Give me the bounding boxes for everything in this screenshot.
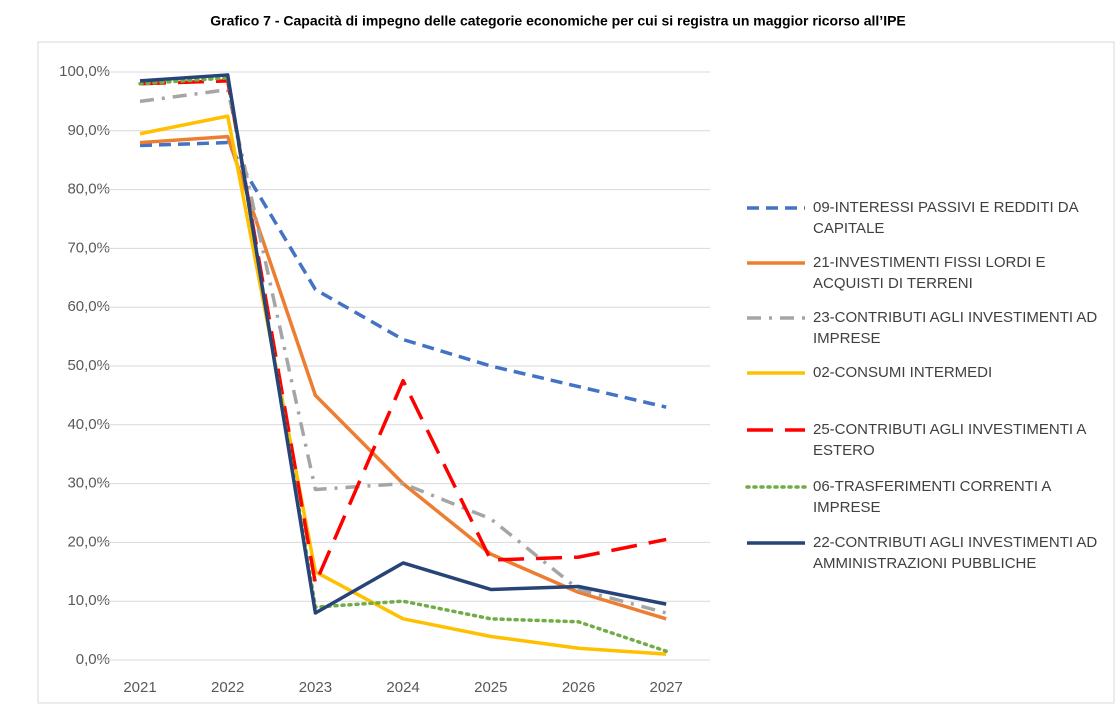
x-tick-label: 2024 [386, 679, 419, 696]
legend-swatch [747, 428, 805, 432]
legend-swatch [747, 261, 805, 265]
series-line [139, 134, 667, 621]
legend-label: 06-TRASFERIMENTI CORRENTI A IMPRESE [813, 478, 1051, 516]
series-line [139, 140, 667, 409]
y-tick-label: 100,0% [59, 63, 110, 80]
legend-item: 25-CONTRIBUTI AGLI INVESTIMENTI A ESTERO [745, 419, 1113, 461]
y-tick-label: 40,0% [67, 416, 110, 433]
series-line [139, 73, 667, 615]
y-tick-label: 20,0% [67, 533, 110, 550]
series-line [139, 87, 667, 615]
legend-swatch [745, 485, 807, 489]
legend-swatch [747, 541, 805, 545]
legend-swatch [747, 371, 805, 375]
x-tick-label: 2025 [474, 679, 507, 696]
legend-item: 02-CONSUMI INTERMEDI [745, 362, 1113, 383]
series-line [139, 79, 667, 586]
legend-label: 09-INTERESSI PASSIVI E REDDITI DA CAPITA… [813, 199, 1078, 237]
y-tick-label: 0,0% [76, 651, 110, 668]
legend-label: 25-CONTRIBUTI AGLI INVESTIMENTI A ESTERO [813, 421, 1086, 459]
x-tick-label: 2023 [299, 679, 332, 696]
y-tick-label: 10,0% [67, 592, 110, 609]
x-tick-label: 2026 [562, 679, 595, 696]
x-tick-label: 2027 [650, 679, 683, 696]
legend-item: 06-TRASFERIMENTI CORRENTI A IMPRESE [745, 476, 1113, 518]
chart-title: Grafico 7 - Capacità di impegno delle ca… [210, 13, 906, 29]
legend-swatch [747, 316, 805, 320]
series-line [139, 114, 667, 656]
legend-item: 09-INTERESSI PASSIVI E REDDITI DA CAPITA… [745, 197, 1113, 239]
y-tick-label: 30,0% [67, 475, 110, 492]
y-tick-label: 80,0% [67, 181, 110, 198]
legend-item: 21-INVESTIMENTI FISSI LORDI E ACQUISTI D… [745, 252, 1113, 294]
x-tick-label: 2022 [211, 679, 244, 696]
chart-frame [37, 41, 1115, 704]
y-tick-label: 60,0% [67, 298, 110, 315]
legend-label: 02-CONSUMI INTERMEDI [813, 364, 993, 381]
legend-item: 23-CONTRIBUTI AGLI INVESTIMENTI AD IMPRE… [745, 307, 1113, 349]
x-tick-label: 2021 [123, 679, 156, 696]
y-tick-label: 50,0% [67, 357, 110, 374]
legend-label: 23-CONTRIBUTI AGLI INVESTIMENTI AD IMPRE… [813, 309, 1098, 347]
legend-item: 22-CONTRIBUTI AGLI INVESTIMENTI AD AMMIN… [745, 532, 1113, 574]
legend-label: 22-CONTRIBUTI AGLI INVESTIMENTI AD AMMIN… [813, 534, 1098, 572]
series-line [138, 76, 668, 653]
y-tick-label: 90,0% [67, 122, 110, 139]
y-tick-label: 70,0% [67, 239, 110, 256]
legend-swatch [747, 206, 805, 210]
legend-label: 21-INVESTIMENTI FISSI LORDI E ACQUISTI D… [813, 254, 1046, 292]
